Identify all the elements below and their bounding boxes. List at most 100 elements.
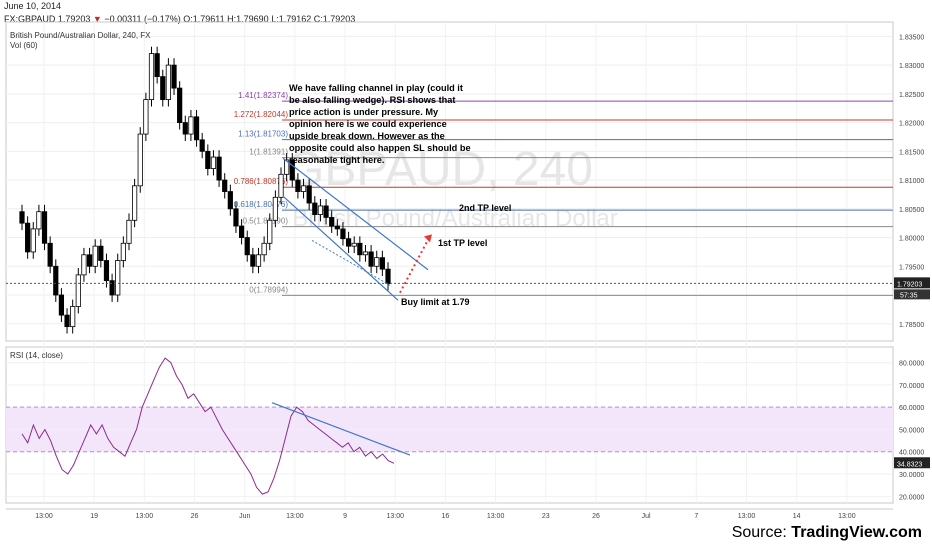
price-candle: [334, 225, 340, 230]
price-candle: [148, 53, 155, 100]
time-tick-label: 13:00: [35, 513, 53, 520]
price-candle: [171, 64, 177, 89]
price-change: −0.00311 (−0.17%): [104, 14, 181, 24]
time-tick-label: 13:00: [487, 513, 505, 520]
price-candle: [177, 87, 183, 123]
price-candle: [278, 173, 284, 198]
price-tick-label: 1.82000: [899, 121, 924, 128]
time-tick-label: 13:00: [286, 513, 304, 520]
price-tick-label: 1.81000: [899, 178, 924, 185]
last-price-label: 1.79203: [897, 281, 922, 288]
down-arrow-icon: ▼: [92, 14, 102, 24]
price-candle: [329, 217, 335, 227]
price-candle: [374, 257, 380, 267]
symbol-name[interactable]: FX:GBPAUD: [4, 14, 56, 24]
price-candle: [47, 242, 53, 267]
price-candle: [216, 156, 222, 181]
price-candle: [115, 260, 121, 296]
time-tick-label: 13:00: [386, 513, 404, 520]
channel-mid-line: [311, 239, 393, 287]
price-candle: [205, 150, 211, 169]
time-tick-label: 19: [90, 513, 98, 520]
price-candle: [58, 294, 65, 316]
rsi-last-box: [894, 457, 930, 469]
rsi-tick-label: 40.0000: [899, 450, 924, 457]
price-candle: [36, 211, 42, 230]
price-candle: [109, 280, 115, 296]
analysis-note-line: We have falling channel in play (could i…: [289, 83, 463, 93]
source-credit: Source: TradingView.com: [732, 524, 922, 542]
rsi-tick-label: 70.0000: [899, 383, 924, 390]
rsi-tick-label: 60.0000: [899, 405, 924, 412]
price-candle: [75, 274, 81, 307]
tp1-label: 1st TP level: [438, 238, 487, 248]
price-candle: [368, 251, 374, 267]
price-candle: [267, 219, 273, 244]
fib-level-label: 0.786(1.80876): [234, 177, 289, 186]
price-candle: [222, 179, 228, 192]
time-tick-label: 26: [592, 513, 600, 520]
rsi-tick-label: 50.0000: [899, 427, 924, 434]
price-candle: [126, 219, 132, 244]
analysis-note-line: price action is under pressure. My: [289, 107, 439, 117]
analysis-note-line: upside break down. However as the: [289, 131, 445, 141]
price-candle: [165, 64, 171, 100]
price-candle: [284, 159, 290, 175]
time-tick-label: 14: [793, 513, 801, 520]
rsi-tick-label: 80.0000: [899, 361, 924, 368]
price-candle: [53, 265, 59, 296]
price-candle: [362, 251, 369, 256]
price-candle: [30, 228, 36, 253]
price-candle: [160, 76, 166, 100]
rsi-trend-line: [271, 402, 411, 456]
high-value: H:1.79690: [227, 14, 269, 24]
price-candle: [227, 191, 233, 210]
time-tick-label: 26: [191, 513, 199, 520]
price-candle: [385, 268, 391, 284]
price-candle: [210, 156, 217, 169]
volume-label: Vol (60): [10, 41, 38, 50]
time-tick-label: 13:00: [838, 513, 856, 520]
price-candle: [19, 211, 25, 224]
fib-level-label: 0.618(1.80476): [234, 200, 289, 209]
fib-level-label: 1.41(1.82374): [238, 91, 288, 100]
time-tick-label: 16: [442, 513, 450, 520]
buy-limit-label: Buy limit at 1.79: [401, 297, 470, 307]
time-tick-label: 7: [694, 513, 698, 520]
price-candle: [233, 208, 239, 227]
fib-level-label: 0.5(1.80190): [243, 217, 289, 226]
analysis-note-line: opposite could also happen SL should be: [289, 143, 471, 153]
price-candle: [357, 242, 363, 256]
chart-date: June 10, 2014: [4, 1, 62, 11]
price-tick-label: 1.80500: [899, 207, 924, 214]
last-price: 1.79203: [57, 14, 91, 24]
price-candle: [143, 99, 149, 135]
watermark-name: British Pound/Australian Dollar: [292, 205, 618, 232]
price-candle: [92, 245, 98, 267]
time-tick-label: Jun: [239, 513, 250, 520]
price-candle: [81, 254, 87, 276]
open-value: O:1.79611: [183, 14, 225, 24]
price-candle: [137, 133, 143, 187]
price-candle: [70, 306, 76, 328]
price-tick-label: 1.81500: [899, 149, 924, 156]
price-candle: [295, 179, 301, 192]
price-tick-label: 1.82500: [899, 92, 924, 99]
channel-upper-line: [282, 157, 429, 271]
price-candle: [306, 185, 312, 204]
price-candle: [351, 242, 357, 247]
time-tick-label: 13:00: [738, 513, 756, 520]
analysis-note-line: reasonable tight here.: [289, 155, 384, 165]
fib-level-label: 1.272(1.82044): [234, 110, 289, 119]
price-candle: [255, 254, 262, 267]
price-candle: [86, 254, 93, 267]
price-candle: [132, 185, 138, 221]
time-tick-label: 13:00: [136, 513, 154, 520]
rsi-pane-title: RSI (14, close): [10, 351, 63, 360]
price-candle: [182, 122, 188, 135]
source-brand[interactable]: TradingView.com: [791, 524, 922, 541]
price-candle: [120, 242, 126, 261]
price-candle: [300, 185, 307, 192]
last-price-box: [894, 277, 930, 289]
